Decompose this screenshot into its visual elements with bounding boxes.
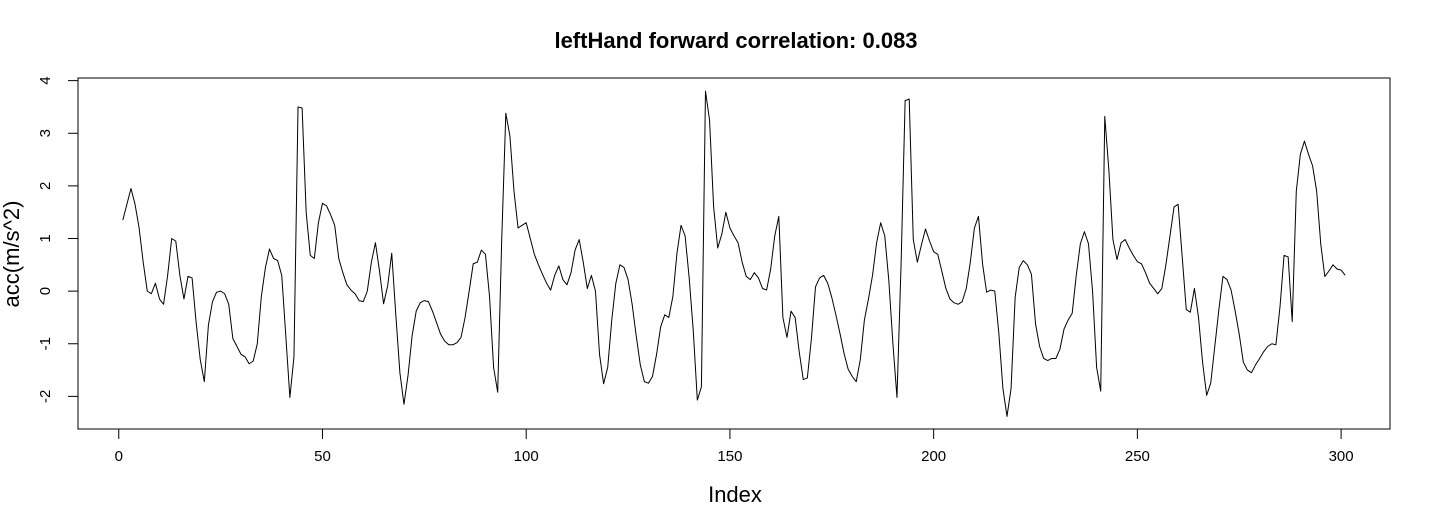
series-line xyxy=(122,90,1346,417)
y-axis: -2 -1 0 1 2 3 4 xyxy=(37,76,79,403)
chart-title: leftHand forward correlation: 0.083 xyxy=(554,28,917,53)
y-tick-label: -2 xyxy=(37,390,54,403)
x-tick-label: 150 xyxy=(717,448,742,465)
x-tick-label: 300 xyxy=(1329,448,1354,465)
x-axis: 0 50 100 150 200 250 300 xyxy=(115,428,1354,465)
y-axis-title: acc(m/s^2) xyxy=(0,201,24,308)
plot-box xyxy=(77,77,1391,430)
y-tick-label: 2 xyxy=(37,182,54,190)
x-axis-title: Index xyxy=(708,482,762,507)
y-tick-label: 4 xyxy=(37,76,54,84)
x-tick-label: 0 xyxy=(115,448,123,465)
x-tick-label: 250 xyxy=(1125,448,1150,465)
y-tick-label: -1 xyxy=(37,337,54,350)
y-tick-label: 1 xyxy=(37,234,54,242)
x-tick-label: 100 xyxy=(514,448,539,465)
x-tick-label: 200 xyxy=(921,448,946,465)
x-tick-label: 50 xyxy=(314,448,331,465)
y-tick-label: 3 xyxy=(37,129,54,137)
y-tick-label: 0 xyxy=(37,287,54,295)
